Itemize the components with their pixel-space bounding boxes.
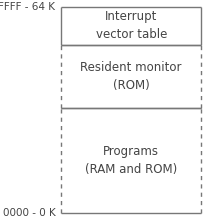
Text: FFFF - 64 K: FFFF - 64 K <box>0 2 55 12</box>
Text: Resident monitor
(ROM): Resident monitor (ROM) <box>80 61 181 92</box>
Text: Interrupt
vector table: Interrupt vector table <box>95 10 166 41</box>
Text: 0000 - 0 K: 0000 - 0 K <box>3 208 55 218</box>
Text: Programs
(RAM and ROM): Programs (RAM and ROM) <box>85 145 176 176</box>
